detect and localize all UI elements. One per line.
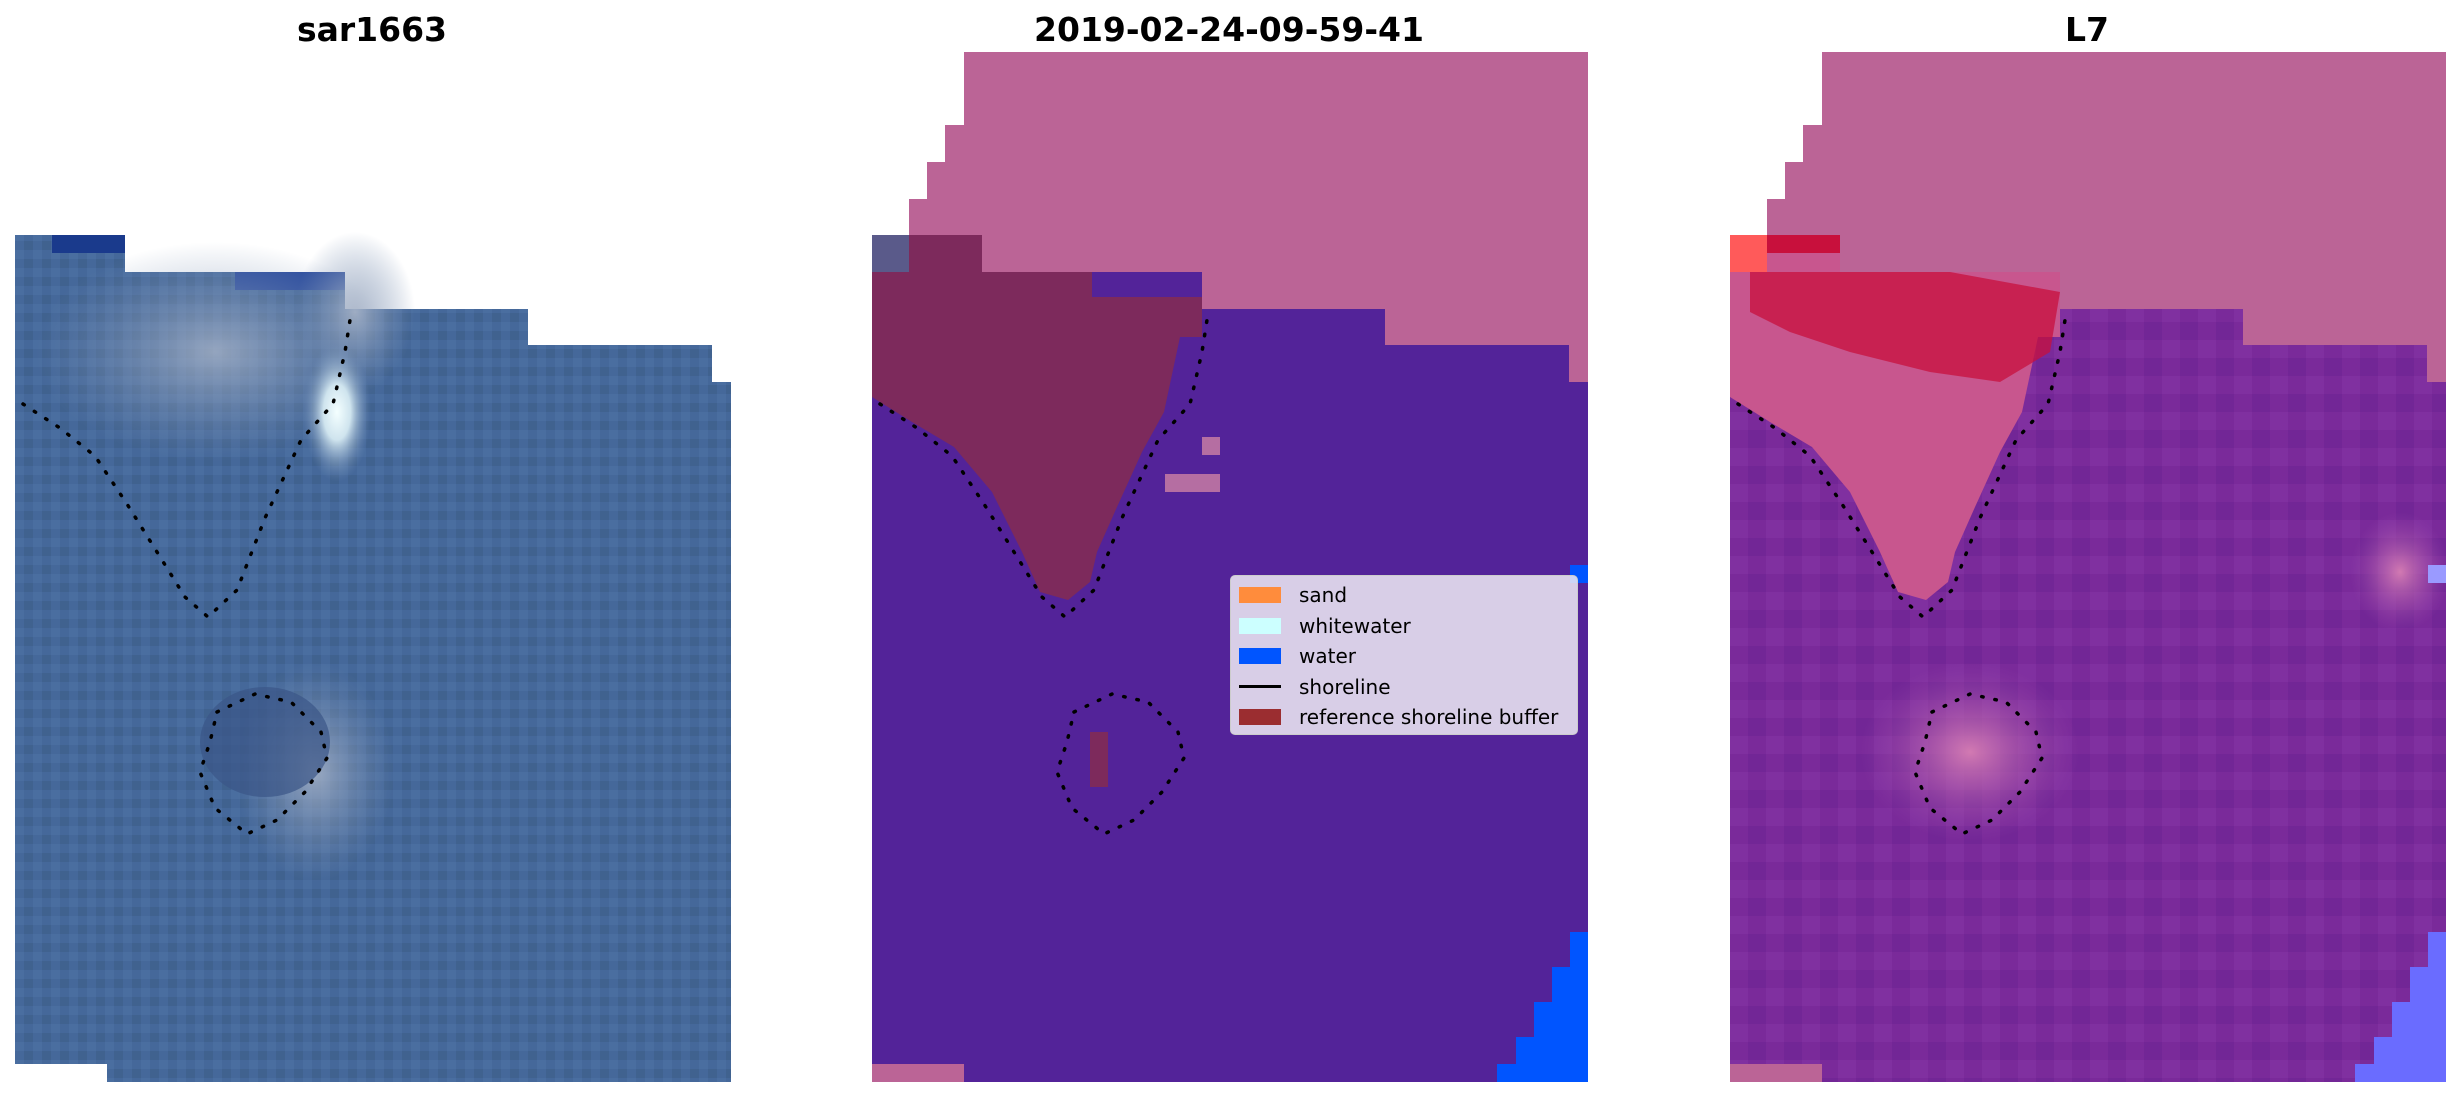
legend-item-shoreline: shoreline [1231,672,1577,703]
pink-spot [1860,662,2080,842]
panel-title-rgb: sar1663 [296,10,448,49]
sand-swatch [1239,587,1281,604]
rgb-image [15,232,731,1082]
index-panel [1730,52,2446,1082]
legend: sand whitewater water shoreline referenc… [1230,575,1578,735]
legend-label: reference shoreline buffer [1299,705,1559,730]
red-pixels [1730,235,1767,272]
water-class-blue [1497,932,1588,1082]
shoreline-dots [1736,318,2067,837]
index-image [1730,52,2446,1082]
legend-label: water [1299,644,1356,669]
whitewater-swatch [1239,617,1281,634]
gray-corner-pixel [872,235,909,272]
legend-label: sand [1299,583,1348,608]
shoreline-line-swatch [1239,685,1281,689]
nodata-overlay [1730,52,2446,382]
rgb-image-panel [15,52,731,1082]
dark-pool [200,687,330,797]
legend-item-whitewater: whitewater [1231,611,1577,642]
reference-buffer-swatch [1239,709,1281,726]
pink-spot [2350,512,2446,632]
water-swatch [1239,648,1281,665]
classification-image [872,52,1588,1082]
pink-pixels [1202,437,1220,455]
classification-panel [872,52,1588,1082]
legend-item-reference-buffer: reference shoreline buffer [1231,702,1577,733]
panel-title-classification: 2019-02-24-09-59-41 [1034,10,1424,49]
pink-pixels [1165,474,1220,492]
nodata-strip [872,1064,964,1082]
legend-item-sand: sand [1231,580,1577,611]
red-pixels [1767,235,1840,253]
shoreline-dots [878,318,1209,837]
nodata-strip [1730,1064,1822,1082]
legend-label: whitewater [1299,613,1411,638]
buffer-strip [1090,732,1108,787]
reference-buffer [872,235,1202,600]
whitewater-spot [303,342,371,482]
dark-blue-strip [52,235,125,253]
panel-title-index: L7 [2065,10,2109,49]
nodata-overlay [872,52,1588,382]
blue-region [2355,932,2446,1082]
red-region [1750,272,2060,382]
legend-label: shoreline [1299,674,1391,699]
legend-item-water: water [1231,641,1577,672]
shoreline-dots [21,318,352,837]
blue-region [2428,565,2446,583]
